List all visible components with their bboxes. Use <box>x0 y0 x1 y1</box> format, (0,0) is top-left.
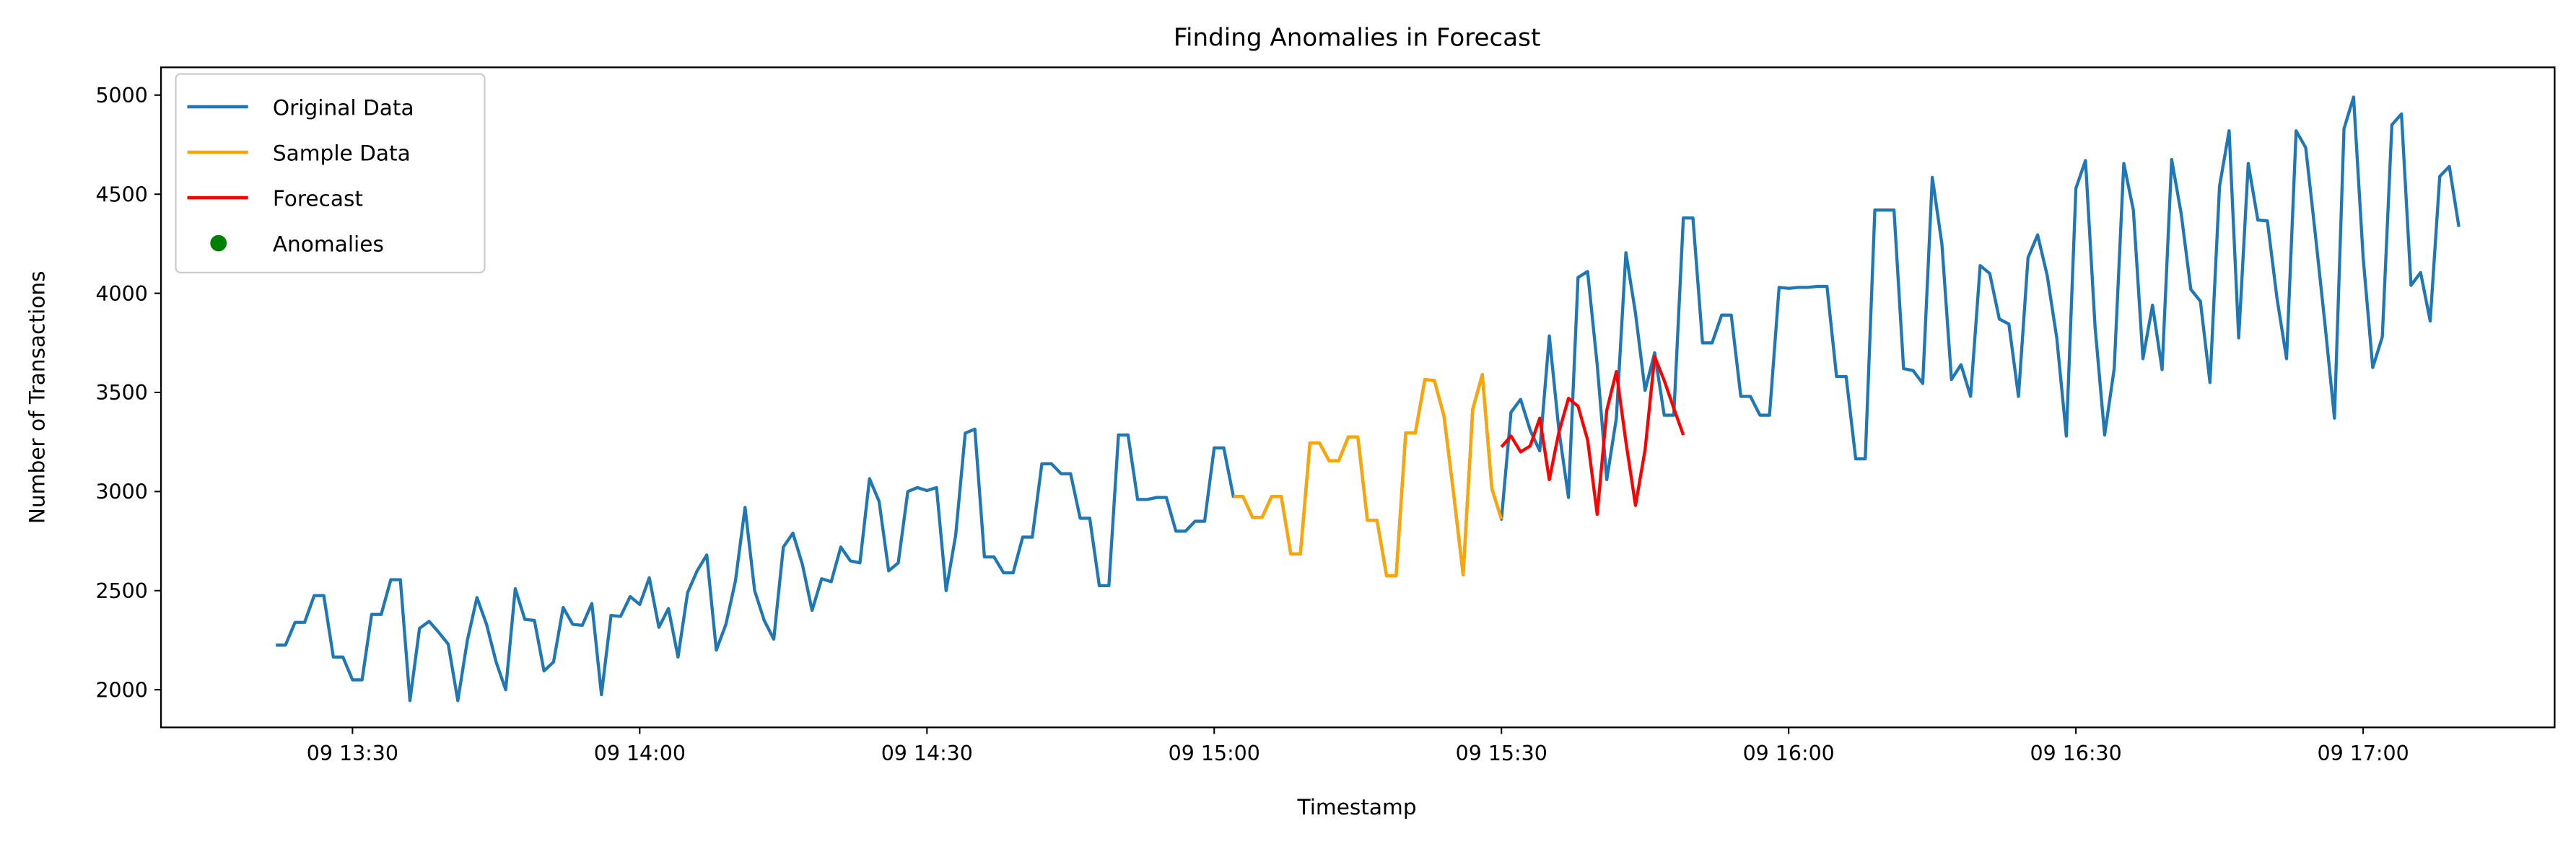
legend: Original Data Sample Data Forecast Anomalie… <box>175 73 486 274</box>
x-tick-label: 09 15:00 <box>1169 742 1260 765</box>
chart-title: Finding Anomalies in Forecast <box>1174 24 1540 53</box>
y-tick-label: 3000 <box>95 480 147 504</box>
y-tick-label: 4000 <box>95 282 147 306</box>
x-tick-label: 09 16:00 <box>1743 742 1835 765</box>
data-line <box>1233 373 1503 578</box>
y-tick-label: 2000 <box>95 678 147 702</box>
x-axis-label: Timestamp <box>1297 795 1417 819</box>
x-tick-label: 09 15:30 <box>1456 742 1547 765</box>
legend-marker <box>210 234 227 252</box>
legend-label: Sample Data <box>273 141 411 165</box>
legend-frame <box>175 73 486 274</box>
legend-label: Forecast <box>273 186 363 211</box>
y-axis-label: Number of Transactions <box>25 271 49 524</box>
x-tick-label: 09 17:00 <box>2318 742 2409 765</box>
x-tick-label: 09 14:30 <box>881 742 973 765</box>
x-tick-label: 09 14:00 <box>594 742 686 765</box>
y-tick-label: 3500 <box>95 381 147 405</box>
data-line <box>1500 355 1685 516</box>
y-tick-label: 2500 <box>95 579 147 603</box>
x-tick-label: 09 16:30 <box>2030 742 2122 765</box>
y-tick-label: 4500 <box>95 183 147 206</box>
y-tick-label: 5000 <box>95 84 147 107</box>
x-tick-label: 09 13:30 <box>307 742 398 765</box>
legend-label: Original Data <box>273 95 414 120</box>
legend-label: Anomalies <box>273 232 384 257</box>
plot-frame <box>160 66 2556 729</box>
